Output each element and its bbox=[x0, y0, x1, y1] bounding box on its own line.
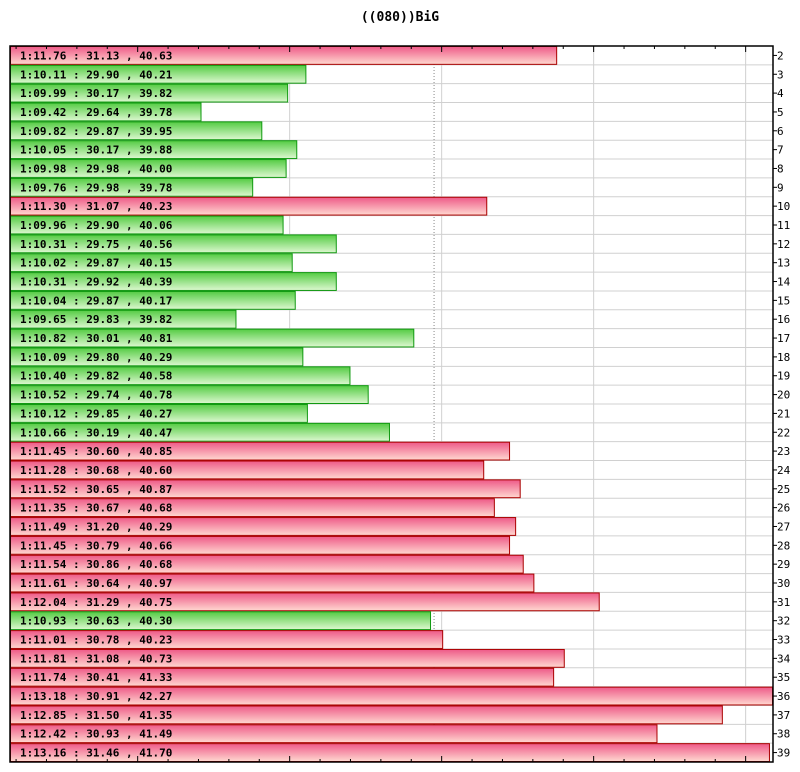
lap-number-label: 26 bbox=[777, 502, 790, 515]
bar-label: 1:10.31 : 29.92 , 40.39 bbox=[20, 276, 172, 289]
bar-label: 1:12.42 : 30.93 , 41.49 bbox=[20, 728, 172, 741]
lap-number-label: 4 bbox=[777, 87, 784, 100]
lap-number-label: 38 bbox=[777, 728, 790, 741]
lap-number-label: 24 bbox=[777, 464, 791, 477]
plot-frame bbox=[9, 45, 774, 763]
lap-number-label: 31 bbox=[777, 596, 790, 609]
bar-label: 1:10.12 : 29.85 , 40.27 bbox=[20, 407, 172, 420]
lap-number-label: 34 bbox=[777, 652, 791, 665]
lap-number-label: 29 bbox=[777, 558, 790, 571]
bar-label: 1:11.54 : 30.86 , 40.68 bbox=[20, 558, 172, 571]
bar-label: 1:09.98 : 29.98 , 40.00 bbox=[20, 162, 172, 175]
bar-label: 1:11.45 : 30.79 , 40.66 bbox=[20, 539, 173, 552]
lap-number-label: 13 bbox=[777, 257, 790, 270]
lap-number-label: 6 bbox=[777, 125, 784, 138]
lap-number-label: 9 bbox=[777, 181, 784, 194]
bar-label: 1:10.40 : 29.82 , 40.58 bbox=[20, 370, 172, 383]
lap-number-label: 27 bbox=[777, 520, 790, 533]
bar-label: 1:09.65 : 29.83 , 39.82 bbox=[20, 313, 172, 326]
bar-label: 1:09.99 : 30.17 , 39.82 bbox=[20, 87, 172, 100]
bar-label: 1:11.49 : 31.20 , 40.29 bbox=[20, 520, 172, 533]
bar-label: 1:10.66 : 30.19 , 40.47 bbox=[20, 426, 172, 439]
lap-number-label: 39 bbox=[777, 747, 790, 760]
lap-number-label: 10 bbox=[777, 200, 790, 213]
bar-label: 1:13.16 : 31.46 , 41.70 bbox=[20, 747, 172, 760]
bar-label: 1:13.18 : 30.91 , 42.27 bbox=[20, 690, 172, 703]
lap-number-label: 16 bbox=[777, 313, 790, 326]
lap-number-label: 30 bbox=[777, 577, 790, 590]
lap-number-label: 3 bbox=[777, 68, 784, 81]
bar-label: 1:11.76 : 31.13 , 40.63 bbox=[20, 49, 172, 62]
lap-number-label: 5 bbox=[777, 106, 784, 119]
bar-label: 1:09.76 : 29.98 , 39.78 bbox=[20, 181, 172, 194]
bar-label: 1:11.28 : 30.68 , 40.60 bbox=[20, 464, 172, 477]
bar-label: 1:10.05 : 30.17 , 39.88 bbox=[20, 144, 172, 157]
bar-label: 1:10.04 : 29.87 , 40.17 bbox=[20, 294, 172, 307]
lap-number-label: 7 bbox=[777, 144, 784, 157]
lap-number-label: 37 bbox=[777, 709, 790, 722]
lap-number-label: 17 bbox=[777, 332, 790, 345]
bar-label: 1:10.11 : 29.90 , 40.21 bbox=[20, 68, 173, 81]
lap-number-label: 18 bbox=[777, 351, 790, 364]
lap-number-label: 21 bbox=[777, 407, 790, 420]
lap-number-label: 32 bbox=[777, 615, 790, 628]
bar-label: 1:09.96 : 29.90 , 40.06 bbox=[20, 219, 173, 232]
bar-label: 1:09.82 : 29.87 , 39.95 bbox=[20, 125, 172, 138]
bar-label: 1:10.02 : 29.87 , 40.15 bbox=[20, 257, 172, 270]
bar-label: 1:11.45 : 30.60 , 40.85 bbox=[20, 445, 172, 458]
lap-number-label: 28 bbox=[777, 539, 790, 552]
lap-number-label: 35 bbox=[777, 671, 790, 684]
lap-number-label: 15 bbox=[777, 294, 790, 307]
bar-label: 1:11.74 : 30.41 , 41.33 bbox=[20, 671, 172, 684]
lap-number-label: 12 bbox=[777, 238, 790, 251]
lap-number-label: 11 bbox=[777, 219, 790, 232]
bar-label: 1:11.01 : 30.78 , 40.23 bbox=[20, 634, 172, 647]
lap-number-label: 20 bbox=[777, 389, 790, 402]
bar-label: 1:11.52 : 30.65 , 40.87 bbox=[20, 483, 172, 496]
bar-label: 1:12.85 : 31.50 , 41.35 bbox=[20, 709, 172, 722]
lap-number-label: 14 bbox=[777, 276, 791, 289]
lap-number-label: 19 bbox=[777, 370, 790, 383]
bar-label: 1:10.52 : 29.74 , 40.78 bbox=[20, 389, 172, 402]
bar-label: 1:09.42 : 29.64 , 39.78 bbox=[20, 106, 172, 119]
bar-label: 1:11.35 : 30.67 , 40.68 bbox=[20, 502, 172, 515]
lap-number-label: 2 bbox=[777, 49, 784, 62]
bar-label: 1:10.82 : 30.01 , 40.81 bbox=[20, 332, 173, 345]
bar-label: 1:12.04 : 31.29 , 40.75 bbox=[20, 596, 172, 609]
bar-label: 1:11.30 : 31.07 , 40.23 bbox=[20, 200, 172, 213]
lap-number-label: 23 bbox=[777, 445, 790, 458]
bar-label: 1:11.61 : 30.64 , 40.97 bbox=[20, 577, 172, 590]
bar-label: 1:10.31 : 29.75 , 40.56 bbox=[20, 238, 173, 251]
bar-label: 1:10.09 : 29.80 , 40.29 bbox=[20, 351, 172, 364]
lap-number-label: 22 bbox=[777, 426, 790, 439]
bar-label: 1:10.93 : 30.63 , 40.30 bbox=[20, 615, 172, 628]
chart-title: ((080))BiG bbox=[360, 10, 440, 25]
lap-number-label: 8 bbox=[777, 162, 784, 175]
lap-number-label: 36 bbox=[777, 690, 790, 703]
lap-number-label: 33 bbox=[777, 634, 790, 647]
bar-label: 1:11.81 : 31.08 , 40.73 bbox=[20, 652, 172, 665]
lap-number-label: 25 bbox=[777, 483, 790, 496]
